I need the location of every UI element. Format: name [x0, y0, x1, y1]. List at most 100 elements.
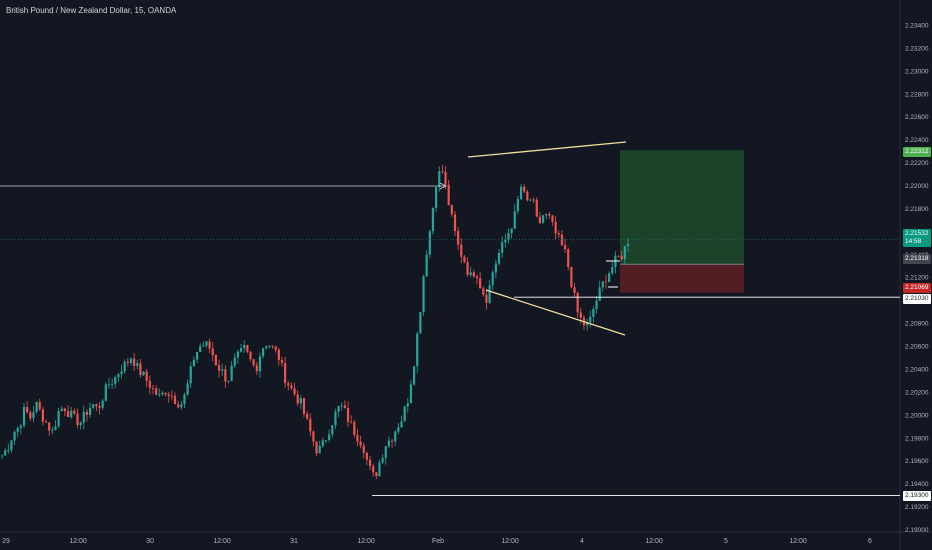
candle-body — [438, 171, 441, 188]
candle-body — [38, 402, 41, 410]
current-price-badge: 2.21532 14:58 — [903, 229, 931, 247]
candle-body — [54, 426, 57, 430]
candle-body — [26, 406, 29, 413]
candle-body — [381, 457, 384, 463]
candle-body — [378, 462, 381, 476]
candle-body — [375, 472, 378, 476]
candle-body — [535, 199, 538, 217]
candle-body — [268, 346, 271, 347]
candle-body — [120, 371, 123, 374]
candle-body — [265, 346, 268, 349]
candle-body — [13, 431, 16, 441]
price-tick-label: 2.20800 — [905, 321, 929, 328]
price-tick-label: 2.22600 — [905, 114, 929, 121]
candle-body — [4, 450, 7, 456]
candle-body — [60, 408, 63, 411]
price-tick-label: 2.22400 — [905, 137, 929, 144]
candle-body — [16, 427, 19, 432]
candle-body — [557, 233, 560, 235]
candle-body — [340, 405, 343, 407]
candle-body — [306, 413, 309, 419]
candle-body — [504, 239, 507, 243]
candle-body — [409, 384, 413, 404]
candle-body — [626, 243, 630, 247]
candle-body — [513, 211, 516, 229]
candle-body — [497, 252, 501, 264]
candle-body — [10, 440, 13, 451]
candle-body — [334, 411, 337, 426]
candle-body — [233, 357, 236, 366]
price-tick-label: 2.20600 — [905, 344, 929, 351]
candle-body — [318, 445, 321, 454]
candle-body — [435, 187, 438, 208]
candle-body — [331, 425, 334, 435]
candle-body — [293, 388, 296, 395]
candle-body — [239, 348, 243, 352]
candle-body — [73, 410, 76, 414]
support-lower-badge: 2.19300 — [903, 491, 931, 501]
price-tick-label: 2.22200 — [905, 160, 929, 167]
candle-body — [475, 276, 479, 279]
candle-body — [164, 392, 167, 395]
lower-trendline — [485, 289, 626, 336]
candle-body — [412, 366, 416, 385]
candle-body — [538, 216, 542, 223]
candle-body — [545, 214, 548, 216]
candle-body — [312, 431, 315, 442]
candle-body — [444, 171, 447, 185]
candle-body — [526, 191, 529, 201]
candle-body — [372, 466, 375, 473]
current-price-value: 2.21532 — [905, 230, 929, 237]
target-price-badge: 2.22312 — [903, 147, 931, 157]
candle-body — [123, 361, 126, 372]
candle-body — [107, 384, 111, 386]
candle-body — [277, 349, 280, 361]
candle-body — [321, 440, 324, 446]
candle-body — [359, 441, 362, 446]
candle-body — [469, 272, 472, 275]
candle-body — [302, 398, 306, 414]
profit-zone — [620, 150, 744, 265]
candle-body — [390, 440, 394, 442]
candle-body — [117, 373, 120, 378]
candle-body — [368, 459, 372, 467]
candle-body — [592, 309, 595, 317]
candle-body — [246, 345, 249, 352]
candle-body — [387, 440, 391, 447]
candle-body — [274, 346, 277, 350]
candle-body — [494, 263, 497, 273]
candle-body — [482, 288, 485, 295]
time-tick-label: 30 — [146, 538, 154, 545]
candle-body — [384, 446, 387, 458]
time-tick-label: 12:00 — [501, 538, 519, 545]
candle-body — [224, 369, 227, 382]
candle-body — [63, 408, 67, 412]
candle-body — [608, 273, 611, 282]
candle-body — [419, 311, 422, 334]
candle-body — [126, 361, 129, 363]
price-tick-label: 2.21800 — [905, 206, 929, 213]
candle-body — [570, 267, 573, 288]
candle-body — [485, 294, 488, 303]
candle-body — [133, 358, 136, 366]
candle-body — [192, 359, 195, 367]
candle-body — [601, 281, 604, 288]
candle-body — [92, 404, 95, 408]
symbol-title[interactable]: British Pound / New Zealand Dollar, 15, … — [6, 6, 177, 15]
price-tick-label: 2.22800 — [905, 91, 929, 98]
time-tick-label: 12:00 — [69, 538, 87, 545]
candle-body — [189, 366, 192, 384]
candle-body — [271, 346, 274, 347]
candle-body — [447, 184, 450, 206]
candle-body — [258, 356, 262, 372]
candle-body — [199, 346, 202, 353]
candle-body — [148, 380, 151, 388]
candle-body — [579, 312, 582, 318]
candle-body — [167, 394, 170, 396]
time-tick-label: 29 — [2, 538, 10, 545]
candle-body — [57, 410, 60, 427]
candle-body — [453, 214, 457, 232]
time-tick-label: 12:00 — [645, 538, 663, 545]
price-tick-label: 2.22000 — [905, 183, 929, 190]
